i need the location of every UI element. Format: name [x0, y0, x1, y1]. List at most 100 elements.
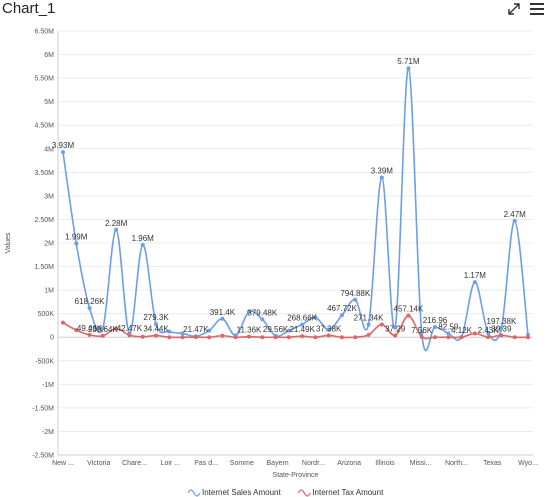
data-point[interactable]	[313, 335, 318, 340]
data-point[interactable]	[512, 335, 517, 340]
y-tick-label: 2.50M	[35, 217, 55, 224]
x-tick-label: Nordr...	[302, 460, 325, 467]
data-point[interactable]	[393, 325, 398, 330]
y-tick-label: 1.50M	[35, 264, 55, 271]
data-point[interactable]	[366, 322, 371, 327]
data-point[interactable]	[220, 333, 225, 338]
data-point[interactable]	[326, 327, 331, 332]
data-point[interactable]	[140, 334, 145, 339]
data-labels: 3.93M1.99M618.26K2.28M1.96M279.3K21.47K3…	[52, 57, 526, 335]
data-point[interactable]	[472, 280, 477, 285]
data-point[interactable]	[433, 325, 437, 330]
data-point[interactable]	[340, 313, 344, 318]
y-tick-label: 2M	[44, 241, 54, 248]
expand-icon[interactable]	[508, 2, 520, 20]
data-point[interactable]	[87, 306, 92, 311]
data-point[interactable]	[180, 335, 185, 340]
data-point[interactable]	[406, 313, 411, 318]
data-point[interactable]	[220, 316, 225, 321]
data-point[interactable]	[140, 242, 145, 247]
data-point[interactable]	[379, 175, 384, 180]
data-point[interactable]	[154, 333, 158, 338]
legend-swatch[interactable]	[187, 489, 201, 497]
data-point[interactable]	[207, 328, 212, 333]
data-point[interactable]	[366, 332, 371, 337]
data-point[interactable]	[379, 322, 384, 327]
data-point[interactable]	[326, 333, 331, 338]
x-tick-label: Victoria	[87, 460, 110, 467]
series-line	[62, 67, 529, 352]
data-point[interactable]	[154, 322, 158, 327]
data-point[interactable]	[180, 331, 185, 336]
data-point[interactable]	[193, 335, 198, 340]
data-label: 82.59	[438, 322, 459, 331]
data-label: 1.99M	[65, 232, 88, 241]
data-label: 11.36K	[237, 326, 262, 335]
y-tick-label: 3.50M	[35, 170, 55, 177]
data-point[interactable]	[486, 335, 491, 340]
data-point[interactable]	[419, 330, 424, 335]
data-label: 271.34K	[354, 313, 384, 322]
data-point[interactable]	[472, 331, 477, 336]
data-point[interactable]	[499, 325, 504, 330]
data-point[interactable]	[300, 334, 305, 339]
data-point[interactable]	[286, 335, 291, 340]
data-point[interactable]	[459, 335, 464, 340]
data-point[interactable]	[167, 335, 172, 340]
data-point[interactable]	[100, 333, 105, 338]
data-point[interactable]	[433, 335, 437, 340]
data-point[interactable]	[233, 335, 238, 340]
data-point[interactable]	[486, 330, 491, 335]
data-point[interactable]	[300, 322, 305, 327]
data-label: 39.39	[491, 324, 512, 333]
y-tick-label: 4M	[44, 146, 54, 153]
y-tick-label: -1M	[42, 382, 54, 389]
data-label: 21.49K	[289, 325, 315, 334]
data-point[interactable]	[87, 332, 92, 337]
data-label: 1.96M	[132, 234, 155, 243]
x-tick-label: Texas	[483, 460, 502, 467]
data-point[interactable]	[61, 150, 65, 155]
data-point[interactable]	[114, 326, 119, 331]
data-point[interactable]	[207, 335, 212, 340]
data-point[interactable]	[446, 331, 451, 336]
data-point[interactable]	[100, 326, 105, 331]
data-label: 618.26K	[75, 297, 105, 306]
y-tick-label: -2.50M	[32, 453, 54, 460]
legend-swatch[interactable]	[297, 489, 311, 497]
data-point[interactable]	[499, 333, 504, 338]
data-point[interactable]	[526, 335, 530, 340]
data-point[interactable]	[313, 315, 318, 320]
hamburger-menu-icon[interactable]	[530, 2, 544, 20]
data-point[interactable]	[114, 227, 119, 232]
data-point[interactable]	[419, 334, 424, 339]
y-tick-label: 5M	[44, 99, 54, 106]
data-point[interactable]	[393, 333, 398, 338]
data-point[interactable]	[167, 329, 172, 334]
data-point[interactable]	[273, 335, 278, 340]
data-label: 268.66K	[287, 314, 317, 323]
data-point[interactable]	[446, 335, 451, 340]
data-point[interactable]	[74, 328, 79, 333]
data-point[interactable]	[512, 218, 517, 223]
data-label: 42.47K	[117, 324, 143, 333]
legend-label[interactable]: Internet Tax Amount	[312, 488, 384, 497]
data-point[interactable]	[74, 241, 79, 246]
data-point[interactable]	[353, 297, 358, 302]
data-point[interactable]	[61, 320, 65, 325]
data-point[interactable]	[353, 335, 358, 340]
y-axis: -2.50M -2M -1.50M -1M -500K 0 500K 1M 1.50M 2M 2.5…	[32, 29, 533, 460]
data-point[interactable]	[340, 335, 344, 340]
data-point[interactable]	[260, 317, 265, 322]
x-tick-label: Illinois	[375, 460, 395, 467]
data-point[interactable]	[127, 333, 132, 338]
data-point[interactable]	[247, 309, 251, 314]
legend-label[interactable]: Internet Sales Amount	[202, 488, 281, 497]
x-tick-label: Wyo...	[518, 460, 538, 467]
gridlines	[58, 30, 533, 456]
data-point[interactable]	[260, 335, 265, 340]
data-point[interactable]	[247, 334, 251, 339]
data-point[interactable]	[286, 328, 291, 333]
data-point[interactable]	[406, 66, 411, 71]
